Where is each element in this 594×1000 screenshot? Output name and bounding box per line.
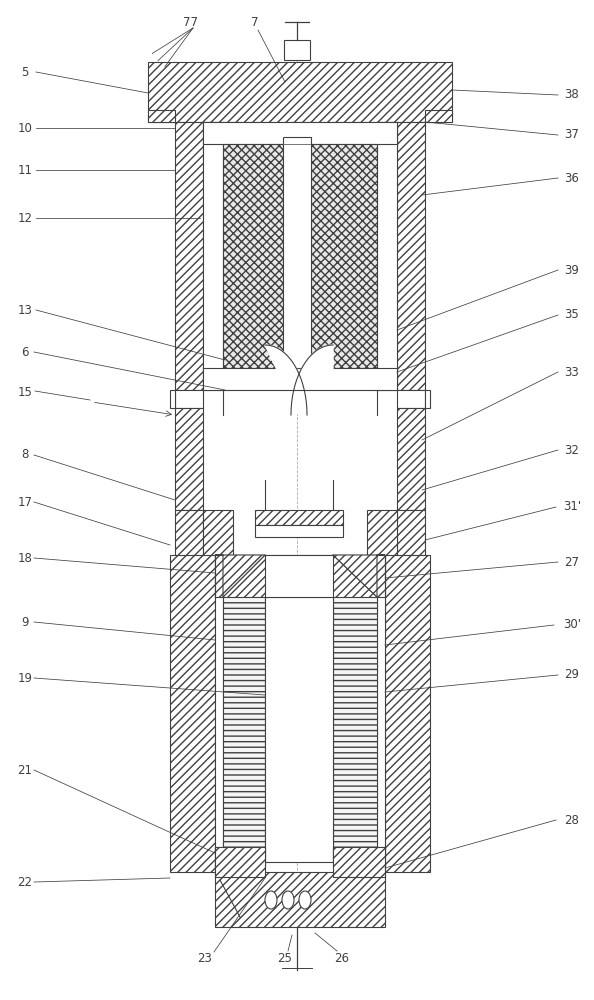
Bar xyxy=(425,110,452,122)
Bar xyxy=(223,144,283,368)
Bar xyxy=(215,595,223,852)
Text: 26: 26 xyxy=(334,952,349,964)
Ellipse shape xyxy=(282,891,294,909)
Bar xyxy=(397,122,425,390)
Bar xyxy=(265,555,333,597)
Text: 13: 13 xyxy=(18,304,33,316)
Text: 38: 38 xyxy=(565,89,579,102)
Text: 35: 35 xyxy=(565,308,579,322)
Bar xyxy=(148,110,175,122)
Text: 25: 25 xyxy=(277,952,292,964)
Bar xyxy=(265,590,333,862)
Bar xyxy=(203,122,397,144)
Bar xyxy=(284,40,310,60)
Text: 15: 15 xyxy=(18,386,33,399)
Bar xyxy=(385,555,430,872)
Text: 18: 18 xyxy=(18,552,33,564)
Text: 36: 36 xyxy=(564,172,579,184)
Bar xyxy=(377,122,397,390)
Ellipse shape xyxy=(299,891,311,909)
Text: 17: 17 xyxy=(17,495,33,508)
Bar xyxy=(215,555,385,597)
Text: 39: 39 xyxy=(564,263,579,276)
Text: 5: 5 xyxy=(21,66,29,79)
Polygon shape xyxy=(223,345,377,485)
Text: 23: 23 xyxy=(198,952,213,964)
Text: 28: 28 xyxy=(564,814,579,826)
Bar xyxy=(397,390,425,408)
Bar xyxy=(175,408,203,510)
Bar xyxy=(397,510,425,560)
Text: 32: 32 xyxy=(564,444,579,456)
Bar xyxy=(170,390,175,408)
Text: 21: 21 xyxy=(17,764,33,776)
Bar xyxy=(203,368,397,390)
Bar xyxy=(311,144,377,368)
Bar xyxy=(175,390,203,408)
Polygon shape xyxy=(215,555,265,597)
Bar xyxy=(203,122,223,390)
Bar xyxy=(215,847,265,867)
Bar xyxy=(223,595,265,852)
Text: 33: 33 xyxy=(565,365,579,378)
Text: 77: 77 xyxy=(182,15,197,28)
Text: 27: 27 xyxy=(564,556,580,568)
Text: 10: 10 xyxy=(18,121,33,134)
Text: 7: 7 xyxy=(251,15,259,28)
Text: 19: 19 xyxy=(17,672,33,684)
Bar xyxy=(170,555,215,872)
Bar xyxy=(215,872,385,927)
Bar xyxy=(255,525,343,537)
Bar xyxy=(377,595,385,852)
Text: 11: 11 xyxy=(17,163,33,176)
Text: 6: 6 xyxy=(21,346,29,359)
Bar xyxy=(175,510,203,560)
Text: 22: 22 xyxy=(17,876,33,888)
Text: 37: 37 xyxy=(564,128,579,141)
Polygon shape xyxy=(215,847,265,877)
Bar xyxy=(203,510,233,560)
Bar xyxy=(333,595,377,852)
Text: 31': 31' xyxy=(563,500,581,514)
Bar xyxy=(367,510,397,560)
Bar xyxy=(148,62,452,122)
Text: 29: 29 xyxy=(564,668,580,682)
Ellipse shape xyxy=(265,891,277,909)
Polygon shape xyxy=(333,847,385,877)
Text: 9: 9 xyxy=(21,615,29,629)
Text: 30': 30' xyxy=(563,618,581,632)
Text: 8: 8 xyxy=(21,448,29,462)
Bar xyxy=(283,137,311,390)
Bar xyxy=(175,122,203,390)
Bar xyxy=(333,847,385,867)
Polygon shape xyxy=(333,555,385,597)
Bar xyxy=(425,390,430,408)
Text: 12: 12 xyxy=(17,212,33,225)
Bar xyxy=(397,408,425,510)
Bar xyxy=(255,510,343,525)
